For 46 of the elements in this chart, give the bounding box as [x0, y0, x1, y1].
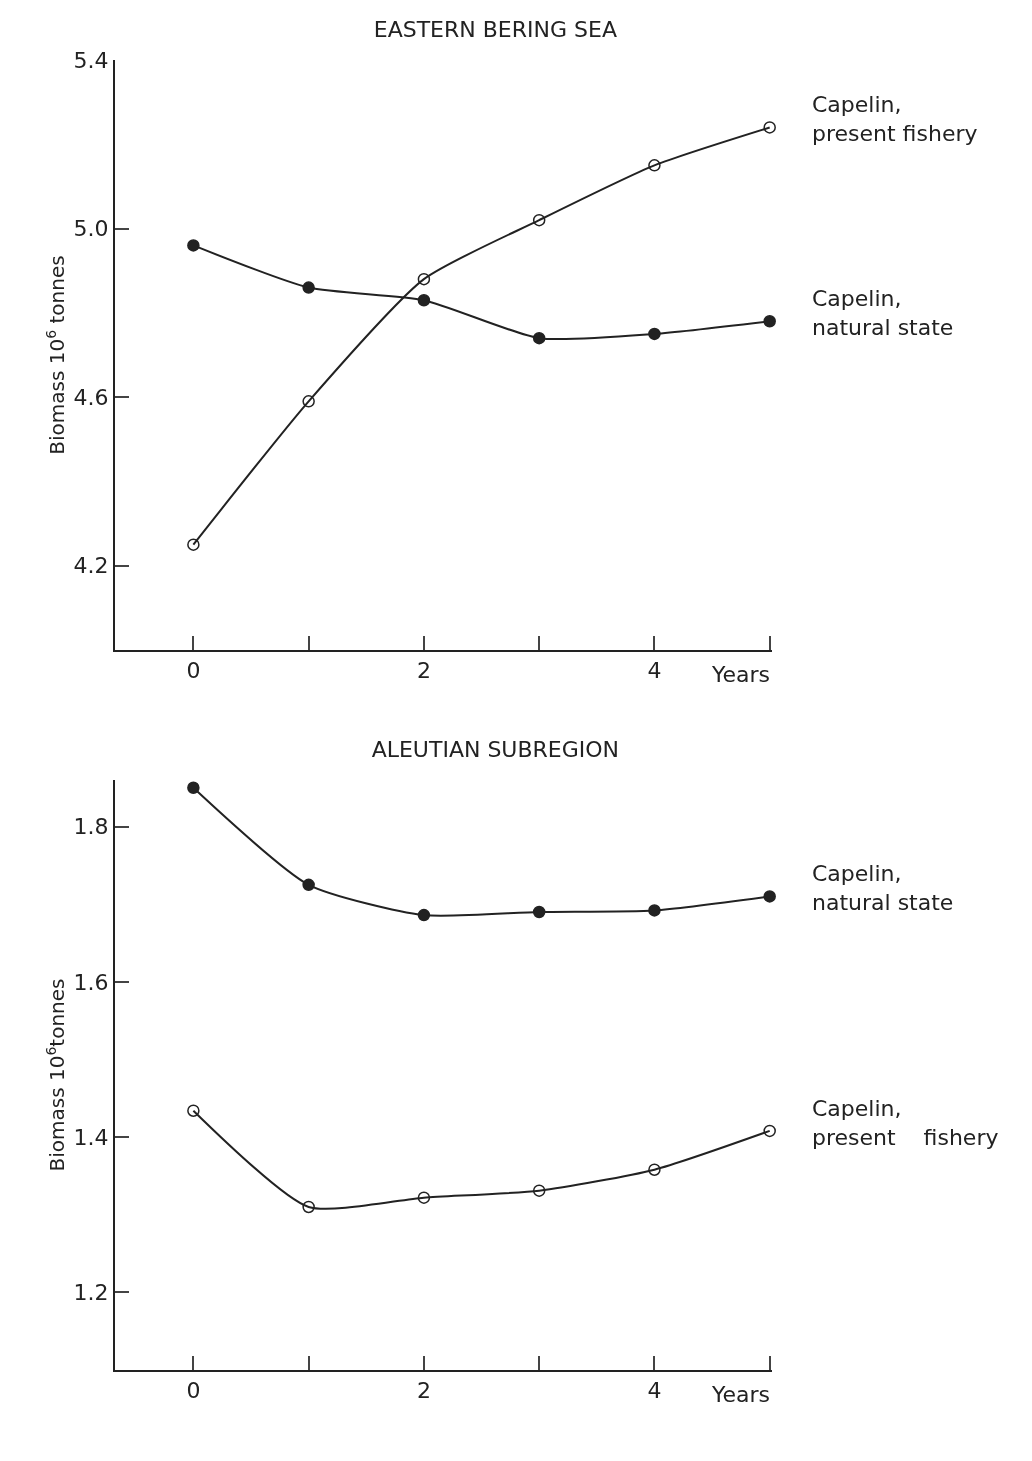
point	[187, 538, 200, 551]
y-tick-label: 5.0	[73, 216, 109, 242]
point	[532, 1184, 546, 1197]
point	[532, 213, 546, 227]
x-axis-title: Years	[711, 662, 771, 687]
point	[648, 1163, 661, 1176]
point	[302, 281, 315, 294]
x-tick-label: 0	[186, 658, 201, 684]
y-tick-label: 1.4	[73, 1124, 109, 1150]
chart-title: ALEUTIAN SUBREGION	[371, 737, 620, 762]
x-tick-label: 4	[647, 658, 662, 684]
y-tick-label: 5.4	[73, 47, 109, 73]
point	[187, 239, 200, 252]
series-label: Capelin, natural state	[812, 861, 954, 915]
point	[187, 781, 200, 795]
point	[417, 1191, 431, 1204]
point	[302, 878, 315, 892]
point	[417, 293, 431, 307]
y-tick-label: 4.2	[73, 553, 109, 579]
point	[648, 904, 661, 917]
point	[187, 1104, 200, 1117]
point	[763, 121, 776, 134]
point	[763, 890, 776, 903]
series-label: Capelin, natural state	[812, 286, 954, 340]
y-tick-label: 1.6	[73, 969, 109, 995]
point	[302, 395, 315, 408]
chart-title: EASTERN BERING SEA	[373, 17, 617, 42]
point	[763, 1124, 776, 1138]
series-label: Capelin, present fishery	[812, 1096, 999, 1150]
y-tick-label: 1.2	[73, 1280, 109, 1306]
x-tick-label: 2	[416, 658, 431, 684]
point	[302, 1200, 315, 1214]
series-label: Capelin, present fishery	[812, 92, 978, 146]
x-tick-label: 0	[186, 1378, 201, 1404]
x-axis-title: Years	[711, 1382, 771, 1407]
x-tick-label: 4	[647, 1378, 662, 1404]
point	[532, 905, 546, 919]
y-tick-label: 1.8	[73, 814, 109, 840]
point	[763, 315, 776, 328]
point	[417, 908, 431, 922]
point	[417, 272, 431, 286]
y-tick-label: 4.6	[73, 384, 109, 410]
point	[648, 159, 661, 172]
point	[648, 327, 661, 341]
x-tick-label: 2	[416, 1378, 431, 1404]
point	[532, 331, 546, 345]
